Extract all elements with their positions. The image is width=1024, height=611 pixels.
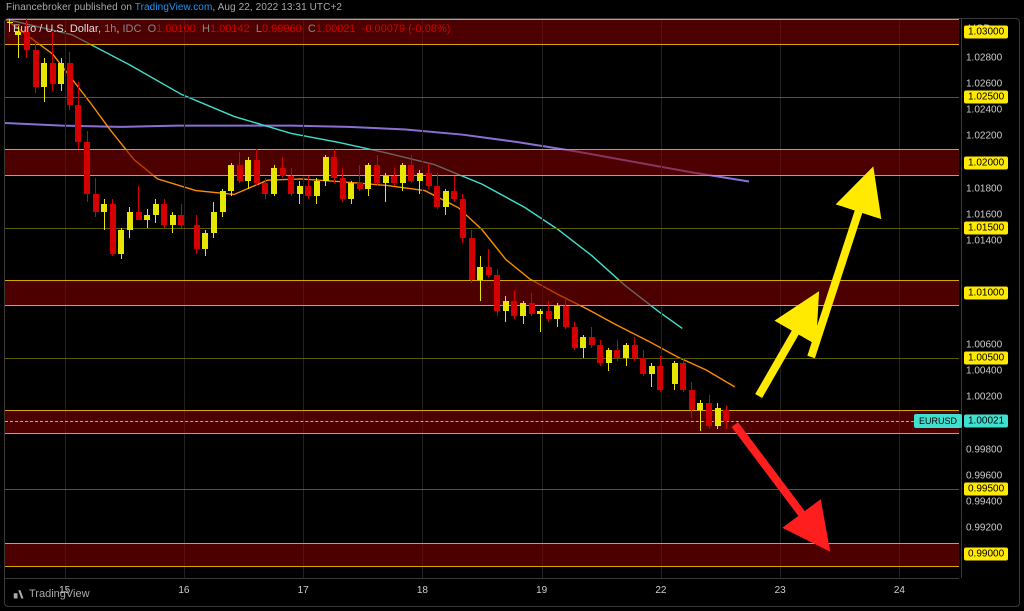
price-axis-highlight: 1.01500 (964, 221, 1008, 234)
price-symbol-badge: EURUSD (914, 414, 962, 428)
publisher-name: Financebroker (6, 2, 71, 13)
time-axis-label: 19 (536, 585, 547, 596)
interval: 1h (104, 23, 116, 35)
price-axis-label: 1.02200 (966, 131, 1002, 142)
price-axis-label: 0.99200 (966, 522, 1002, 533)
price-axis-highlight: 1.00500 (964, 352, 1008, 365)
price-axis-label: 1.00600 (966, 340, 1002, 351)
publish-verb: published on (74, 2, 132, 13)
ohlc-open: 1.00100 (156, 23, 196, 35)
price-axis-label: 0.99800 (966, 444, 1002, 455)
ohlc-high: 1.00142 (210, 23, 250, 35)
price-axis-label: 1.02400 (966, 105, 1002, 116)
price-axis-highlight: 1.02000 (964, 156, 1008, 169)
annotation-arrow (735, 425, 821, 539)
price-axis-highlight: 1.02500 (964, 91, 1008, 104)
price-axis-label: 0.99600 (966, 470, 1002, 481)
ohlc-close: 1.00021 (316, 23, 356, 35)
time-axis-label: 16 (178, 585, 189, 596)
price-axis-label: 0.99400 (966, 496, 1002, 507)
ohlc-change-pct: (-0.08%) (408, 23, 450, 35)
price-axis-highlight: 1.03000 (964, 26, 1008, 39)
time-axis-label: 18 (417, 585, 428, 596)
annotation-arrows (5, 19, 959, 578)
time-axis-label: 17 (298, 585, 309, 596)
price-axis-label: 1.00400 (966, 366, 1002, 377)
price-axis-highlight: 0.99000 (964, 547, 1008, 560)
chart-frame: Euro / U.S. Dollar, 1h, IDC O1.00100 H1.… (4, 18, 1020, 607)
ohlc-low: 0.99960 (262, 23, 302, 35)
current-price-badge: 1.00021 (964, 414, 1008, 427)
publish-site-link[interactable]: TradingView.com (135, 2, 213, 13)
price-axis-label: 1.01400 (966, 235, 1002, 246)
axis-corner (961, 578, 1019, 606)
time-axis[interactable]: 1516171819222324 (5, 578, 959, 606)
time-axis-label: 24 (894, 585, 905, 596)
annotation-arrow (811, 182, 868, 358)
time-axis-label: 22 (655, 585, 666, 596)
annotation-arrow (759, 305, 811, 396)
tradingview-icon (13, 588, 25, 600)
publish-timestamp: Aug 22, 2022 13:31 UTC+2 (218, 2, 342, 13)
chart-plot-area[interactable]: Euro / U.S. Dollar, 1h, IDC O1.00100 H1.… (5, 19, 959, 578)
tradingview-brand[interactable]: TradingView (13, 588, 90, 600)
chart-legend: Euro / U.S. Dollar, 1h, IDC O1.00100 H1.… (13, 23, 450, 35)
price-axis-label: 1.01800 (966, 183, 1002, 194)
price-axis-highlight: 1.01000 (964, 286, 1008, 299)
time-axis-label: 23 (775, 585, 786, 596)
price-axis-label: 1.02800 (966, 53, 1002, 64)
data-source: IDC (122, 23, 141, 35)
ohlc-change: -0.00079 (362, 23, 405, 35)
price-axis-label: 1.01600 (966, 209, 1002, 220)
screenshot-root: Financebroker published on TradingView.c… (0, 0, 1024, 611)
price-axis[interactable]: USD 1.028001.026001.024001.022001.018001… (961, 19, 1019, 578)
publish-header: Financebroker published on TradingView.c… (0, 0, 1024, 16)
symbol-name: Euro / U.S. Dollar (13, 23, 98, 35)
price-axis-highlight: 0.99500 (964, 482, 1008, 495)
price-axis-label: 1.00200 (966, 392, 1002, 403)
brand-text: TradingView (29, 588, 90, 600)
price-axis-label: 1.02600 (966, 79, 1002, 90)
